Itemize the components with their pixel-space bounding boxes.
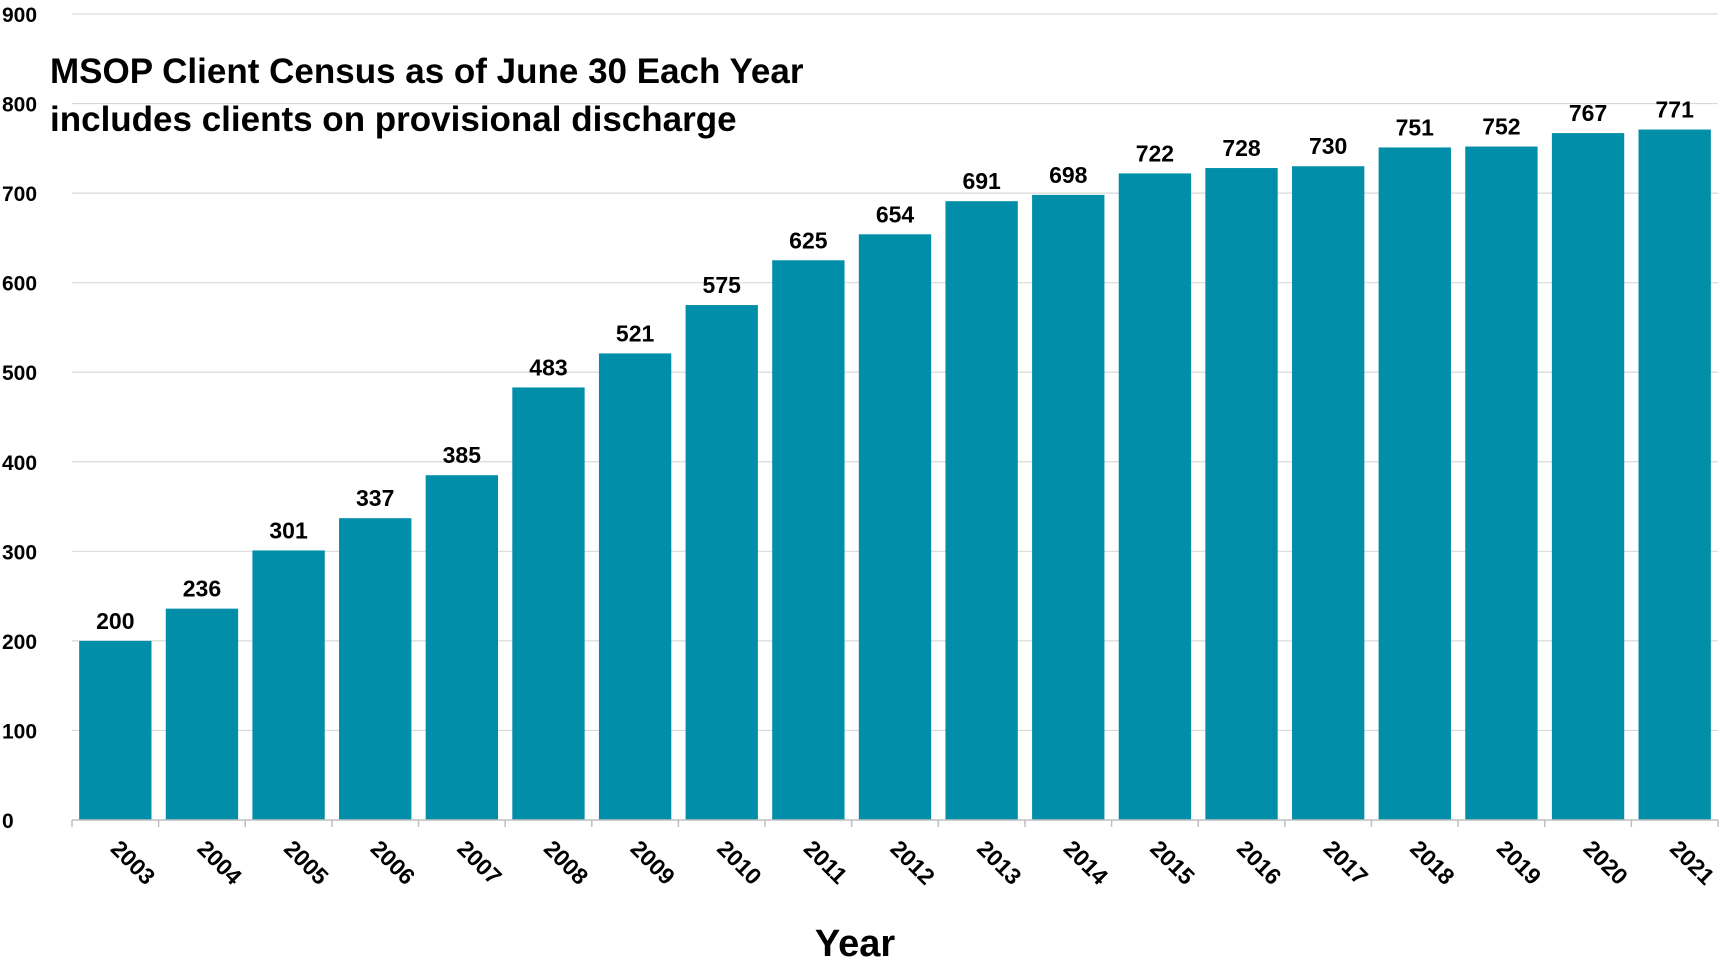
x-tick-label: 2007 — [452, 835, 507, 890]
bar-2006 — [339, 518, 412, 820]
x-tick-label: 2004 — [192, 835, 247, 890]
y-tick-label: 100 — [2, 720, 37, 743]
chart-title: MSOP Client Census as of June 30 Each Ye… — [50, 52, 804, 91]
data-labels: 200 236 301 337 385 483 521 575 625 654 691 698 722 7… — [96, 97, 1694, 634]
y-tick-label: 500 — [2, 362, 37, 385]
y-tick-label: 200 — [2, 631, 37, 654]
data-label-2014: 698 — [1049, 162, 1088, 188]
data-label-2021: 771 — [1655, 97, 1694, 123]
x-tick-label: 2013 — [972, 835, 1027, 890]
bar-2018 — [1378, 147, 1451, 821]
data-label-2015: 722 — [1136, 140, 1174, 166]
bar-2008 — [512, 387, 585, 820]
y-tick-label: 800 — [2, 94, 37, 117]
y-tick-label: 300 — [2, 541, 37, 564]
bar-2021 — [1638, 129, 1711, 820]
x-tick-label: 2017 — [1319, 835, 1374, 890]
data-label-2003: 200 — [96, 608, 134, 634]
data-label-2008: 483 — [529, 354, 567, 380]
bar-2003 — [79, 640, 152, 820]
data-label-2009: 521 — [616, 320, 655, 346]
y-tick-label: 600 — [2, 273, 37, 296]
x-tick-label: 2009 — [626, 835, 681, 890]
data-label-2013: 691 — [962, 168, 1001, 194]
x-tick-label: 2010 — [712, 835, 767, 890]
data-label-2012: 654 — [876, 201, 915, 227]
data-label-2005: 301 — [269, 517, 308, 543]
data-label-2019: 752 — [1482, 114, 1520, 140]
bars — [79, 129, 1711, 821]
x-tick-label: 2005 — [279, 835, 334, 890]
bar-2012 — [858, 234, 932, 821]
x-tick-label: 2019 — [1492, 835, 1547, 890]
y-tick-label: 0 — [2, 810, 14, 833]
x-tick-label: 2008 — [539, 835, 594, 890]
x-axis-title: Year — [815, 923, 896, 959]
bar-2004 — [165, 608, 239, 820]
y-tick-label: 400 — [2, 452, 37, 475]
x-tick-label: 2018 — [1405, 835, 1460, 890]
data-label-2007: 385 — [443, 442, 482, 468]
bar-2009 — [598, 353, 672, 820]
x-tick-label: 2006 — [366, 835, 421, 890]
chart-title-block: MSOP Client Census as of June 30 Each Ye… — [50, 48, 803, 144]
bar-2011 — [772, 260, 845, 820]
bar-2010 — [685, 305, 758, 820]
y-tick-label: 700 — [2, 183, 37, 206]
x-tick-label: 2020 — [1579, 835, 1634, 890]
chart-subtitle: includes clients on provisional discharg… — [50, 100, 737, 139]
bar-2013 — [945, 201, 1018, 820]
bar-2020 — [1551, 133, 1625, 820]
x-tick-label: 2021 — [1665, 835, 1720, 890]
data-label-2020: 767 — [1569, 100, 1607, 126]
bar-2014 — [1032, 194, 1105, 820]
data-label-2011: 625 — [789, 227, 828, 253]
bar-2016 — [1205, 168, 1278, 821]
x-tick-label: 2015 — [1145, 835, 1200, 890]
x-tick-label: 2016 — [1232, 835, 1287, 890]
data-label-2017: 730 — [1309, 133, 1347, 159]
bar-2007 — [425, 475, 499, 820]
bar-2019 — [1465, 146, 1538, 820]
data-label-2010: 575 — [703, 272, 742, 298]
x-tick-label: 2003 — [106, 835, 161, 890]
data-label-2006: 337 — [356, 485, 394, 511]
data-label-2016: 728 — [1222, 135, 1261, 161]
bar-2017 — [1291, 166, 1365, 820]
bar-2015 — [1118, 173, 1192, 821]
x-tick-label: 2014 — [1059, 835, 1114, 890]
x-tick-label: 2012 — [885, 835, 940, 890]
data-label-2004: 236 — [183, 576, 221, 602]
x-tick-label: 2011 — [799, 835, 853, 889]
data-label-2018: 751 — [1396, 114, 1435, 140]
bar-2005 — [252, 550, 325, 820]
y-tick-label: 900 — [2, 4, 37, 27]
